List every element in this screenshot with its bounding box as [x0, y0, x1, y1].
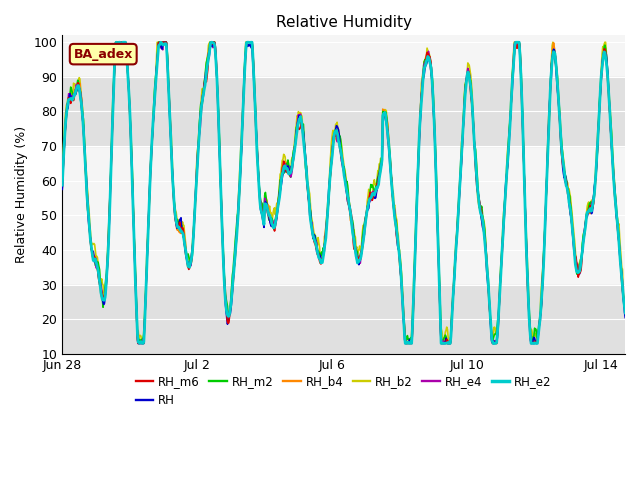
- Bar: [62, 77, 625, 146]
- Legend: RH_m6, RH, RH_m2, RH_b4, RH_b2, RH_e4, RH_e2: RH_m6, RH, RH_m2, RH_b4, RH_b2, RH_e4, R…: [131, 370, 556, 411]
- Bar: [62, 285, 625, 354]
- Title: Relative Humidity: Relative Humidity: [276, 15, 412, 30]
- Y-axis label: Relative Humidity (%): Relative Humidity (%): [15, 126, 28, 263]
- Text: BA_adex: BA_adex: [74, 48, 133, 60]
